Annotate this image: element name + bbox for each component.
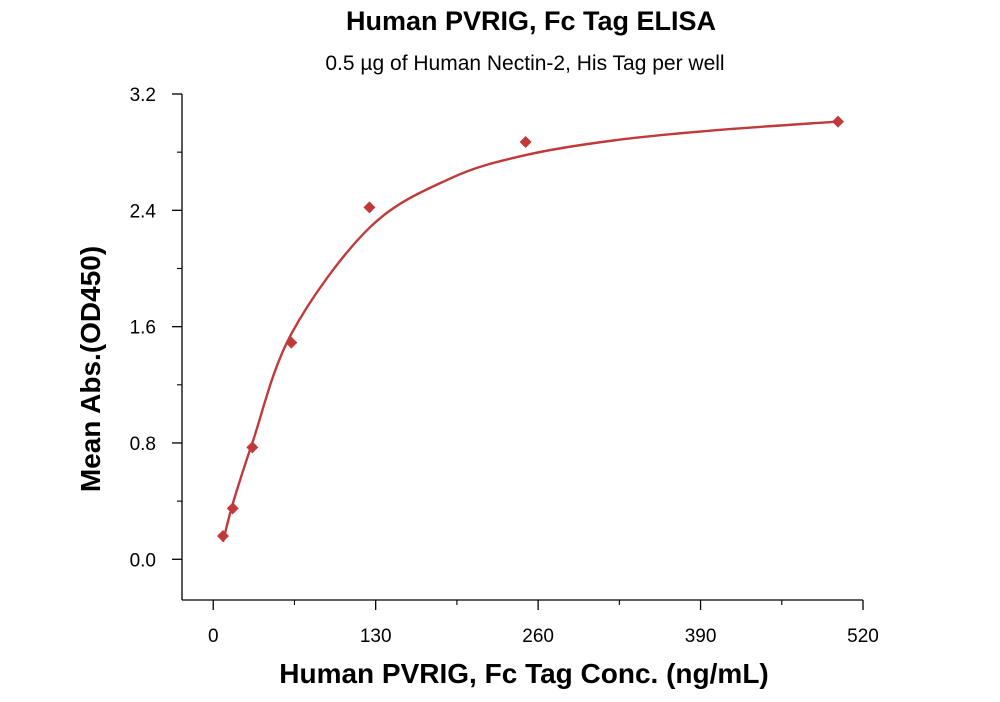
- fit-curve: [221, 120, 839, 543]
- data-point: [519, 135, 532, 148]
- y-tick-label: 1.6: [130, 318, 156, 339]
- fit-curve-layer: [221, 120, 839, 543]
- data-point: [246, 441, 259, 454]
- x-axis-label: Human PVRIG, Fc Tag Conc. (ng/mL): [279, 658, 769, 689]
- chart-title: Human PVRIG, Fc Tag ELISA: [346, 6, 716, 36]
- x-tick-label: 520: [847, 626, 879, 647]
- y-tick-label: 2.4: [130, 201, 157, 222]
- x-tick-label: 0: [208, 626, 219, 647]
- data-point: [226, 502, 239, 515]
- x-tick-label: 130: [360, 626, 392, 647]
- y-tick-label: 0.0: [130, 550, 156, 571]
- x-tick-label: 390: [685, 626, 717, 647]
- data-point: [363, 201, 376, 214]
- axes: [181, 94, 863, 601]
- data-point: [216, 530, 229, 543]
- y-tick-label: 0.8: [130, 434, 156, 455]
- y-axis-ticks: 0.0 0.8 1.6 2.4 3.2: [130, 85, 182, 571]
- data-points-layer: [216, 115, 845, 543]
- data-point: [832, 115, 845, 128]
- x-tick-label: 260: [522, 626, 554, 647]
- x-axis-ticks: 0 130 260 390 520: [208, 600, 879, 647]
- y-axis-label: Mean Abs.(OD450): [75, 246, 106, 492]
- data-point: [285, 336, 298, 349]
- y-tick-label: 3.2: [130, 85, 156, 106]
- chart-subtitle: 0.5 µg of Human Nectin-2, His Tag per we…: [325, 52, 724, 75]
